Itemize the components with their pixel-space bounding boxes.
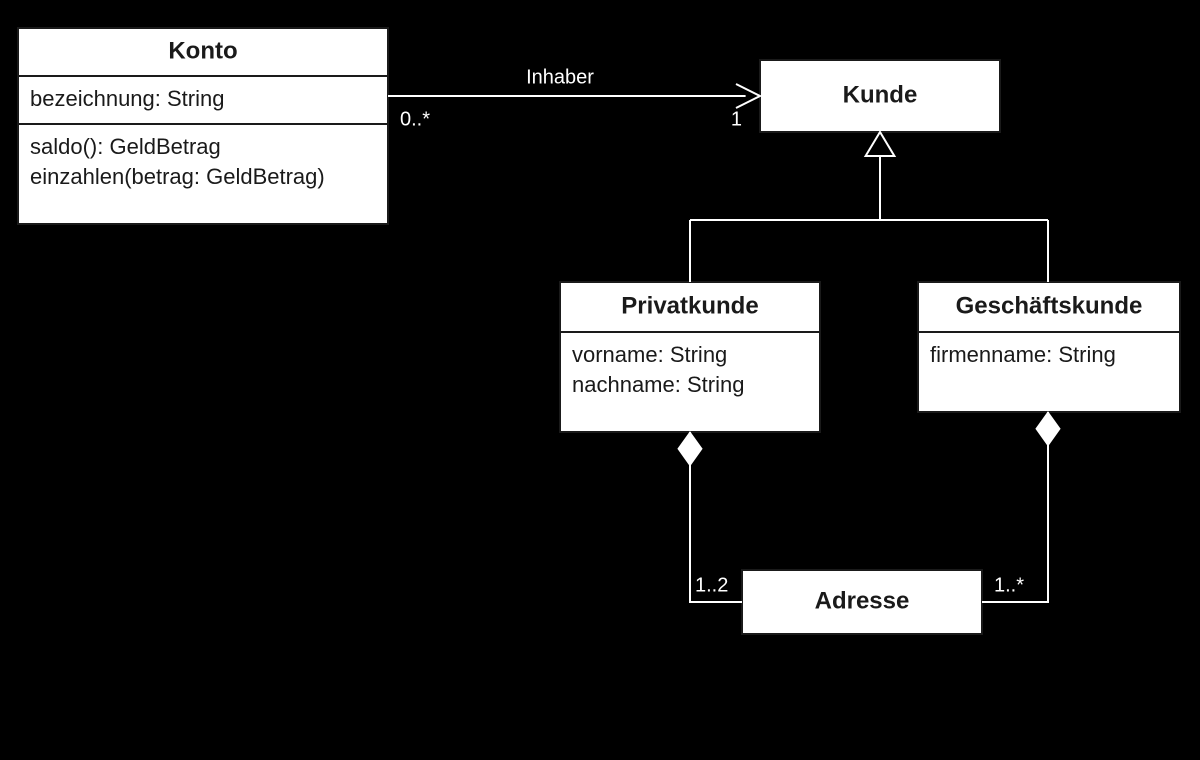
class-member: saldo(): GeldBetrag [30,134,221,159]
class-title: Privatkunde [621,292,758,319]
multiplicity: 1..* [994,574,1024,596]
generalization [690,132,1048,282]
association-label: Inhaber [526,66,594,88]
composition: 1..2 [678,432,742,602]
class-title: Konto [168,37,237,64]
class-title: Kunde [843,81,918,108]
class-member: einzahlen(betrag: GeldBetrag) [30,164,325,189]
class-konto: Konto bezeichnung: String saldo(): GeldBet… [18,28,388,224]
class-member: bezeichnung: String [30,86,224,111]
class-geschaeftskunde: Geschäftskunde firmenname: String [918,282,1180,412]
class-member: nachname: String [572,372,744,397]
class-privatkunde: Privatkunde vorname: String nachname: Stri… [560,282,820,432]
multiplicity: 0..* [400,108,430,130]
composition: 1..* [982,412,1060,602]
multiplicity: 1..2 [695,574,728,596]
class-member: vorname: String [572,342,727,367]
class-title: Geschäftskunde [956,292,1143,319]
class-member: firmenname: String [930,342,1116,367]
class-title: Adresse [815,587,910,614]
class-kunde: Kunde [760,60,1000,132]
uml-class-diagram: Konto bezeichnung: String saldo(): GeldBet… [0,0,1200,760]
class-adresse: Adresse [742,570,982,634]
multiplicity: 1 [731,108,742,130]
association-konto-kunde: Inhaber 0..* 1 [388,66,760,130]
